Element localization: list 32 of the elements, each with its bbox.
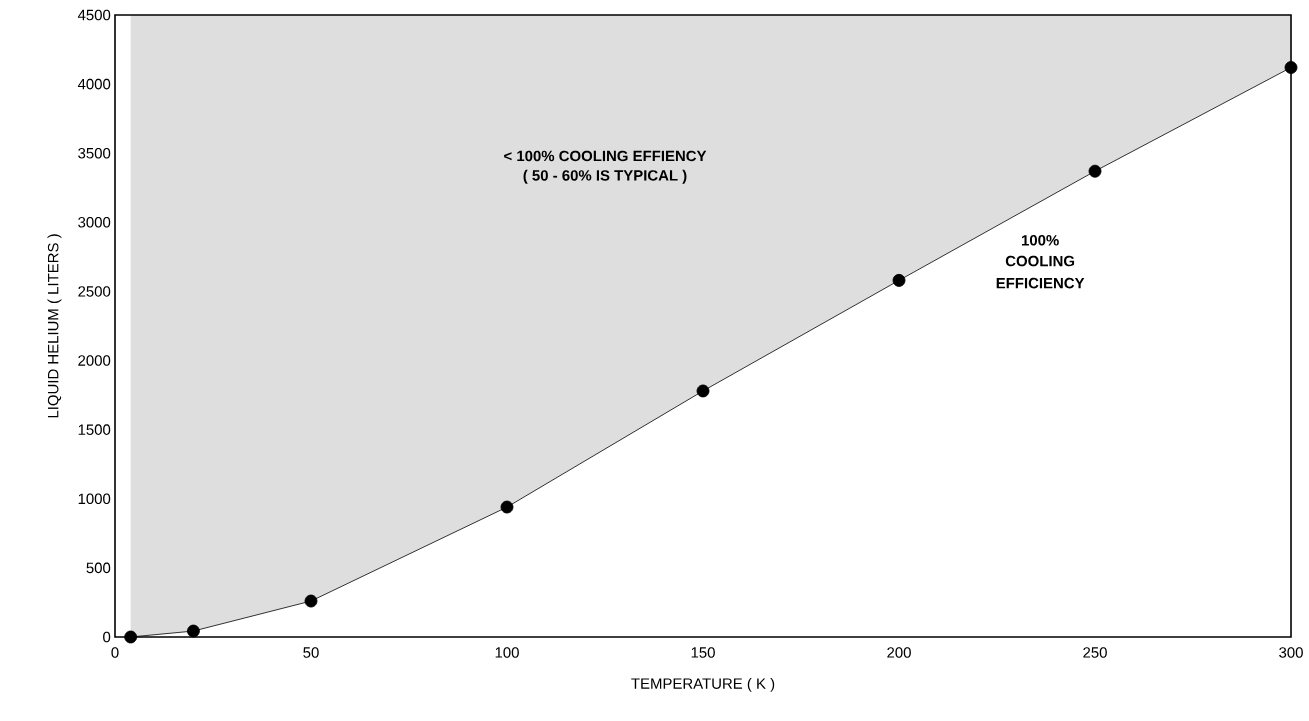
y-axis-title: LIQUID HELIUM ( LITERS ) xyxy=(47,234,62,418)
y-tick-label: 1000 xyxy=(78,493,111,505)
y-tick-label: 3000 xyxy=(78,217,111,228)
point xyxy=(1088,164,1102,178)
x-tick-label: 250 xyxy=(1083,647,1107,658)
annotation: 100% xyxy=(1021,235,1059,246)
x-tick-label: 150 xyxy=(691,647,715,658)
y-tick-label: 2000 xyxy=(78,355,111,366)
y-tick-label: 1500 xyxy=(78,424,111,435)
y-tick-label: 4000 xyxy=(77,78,111,90)
y-tick-label: 4500 xyxy=(77,9,111,21)
point xyxy=(124,630,138,644)
x-tick-label: 300 xyxy=(1279,647,1303,658)
y-tick-label: 500 xyxy=(86,562,111,574)
x-tick-label: 0 xyxy=(111,647,119,658)
y-tick-label: 3500 xyxy=(78,147,111,159)
annotation: EFFICIENCY xyxy=(996,277,1085,289)
annotation: COOLING xyxy=(1005,255,1075,267)
point xyxy=(187,624,200,638)
annotation: ( 50 - 60% IS TYPICAL ) xyxy=(523,169,687,184)
annotation: < 100% COOLING EFFIENCY xyxy=(504,150,707,162)
y-tick-label: 2500 xyxy=(78,286,111,297)
x-tick-label: 200 xyxy=(887,647,911,658)
x-axis-title: TEMPERATURE ( K ) xyxy=(631,677,775,692)
x-tick-label: 100 xyxy=(495,647,519,658)
x-tick-label: 50 xyxy=(303,647,319,658)
point xyxy=(1284,61,1298,74)
point xyxy=(500,500,514,514)
y-tick-label: 0 xyxy=(103,631,111,643)
point xyxy=(892,273,906,287)
point xyxy=(696,384,710,398)
point xyxy=(304,594,318,608)
